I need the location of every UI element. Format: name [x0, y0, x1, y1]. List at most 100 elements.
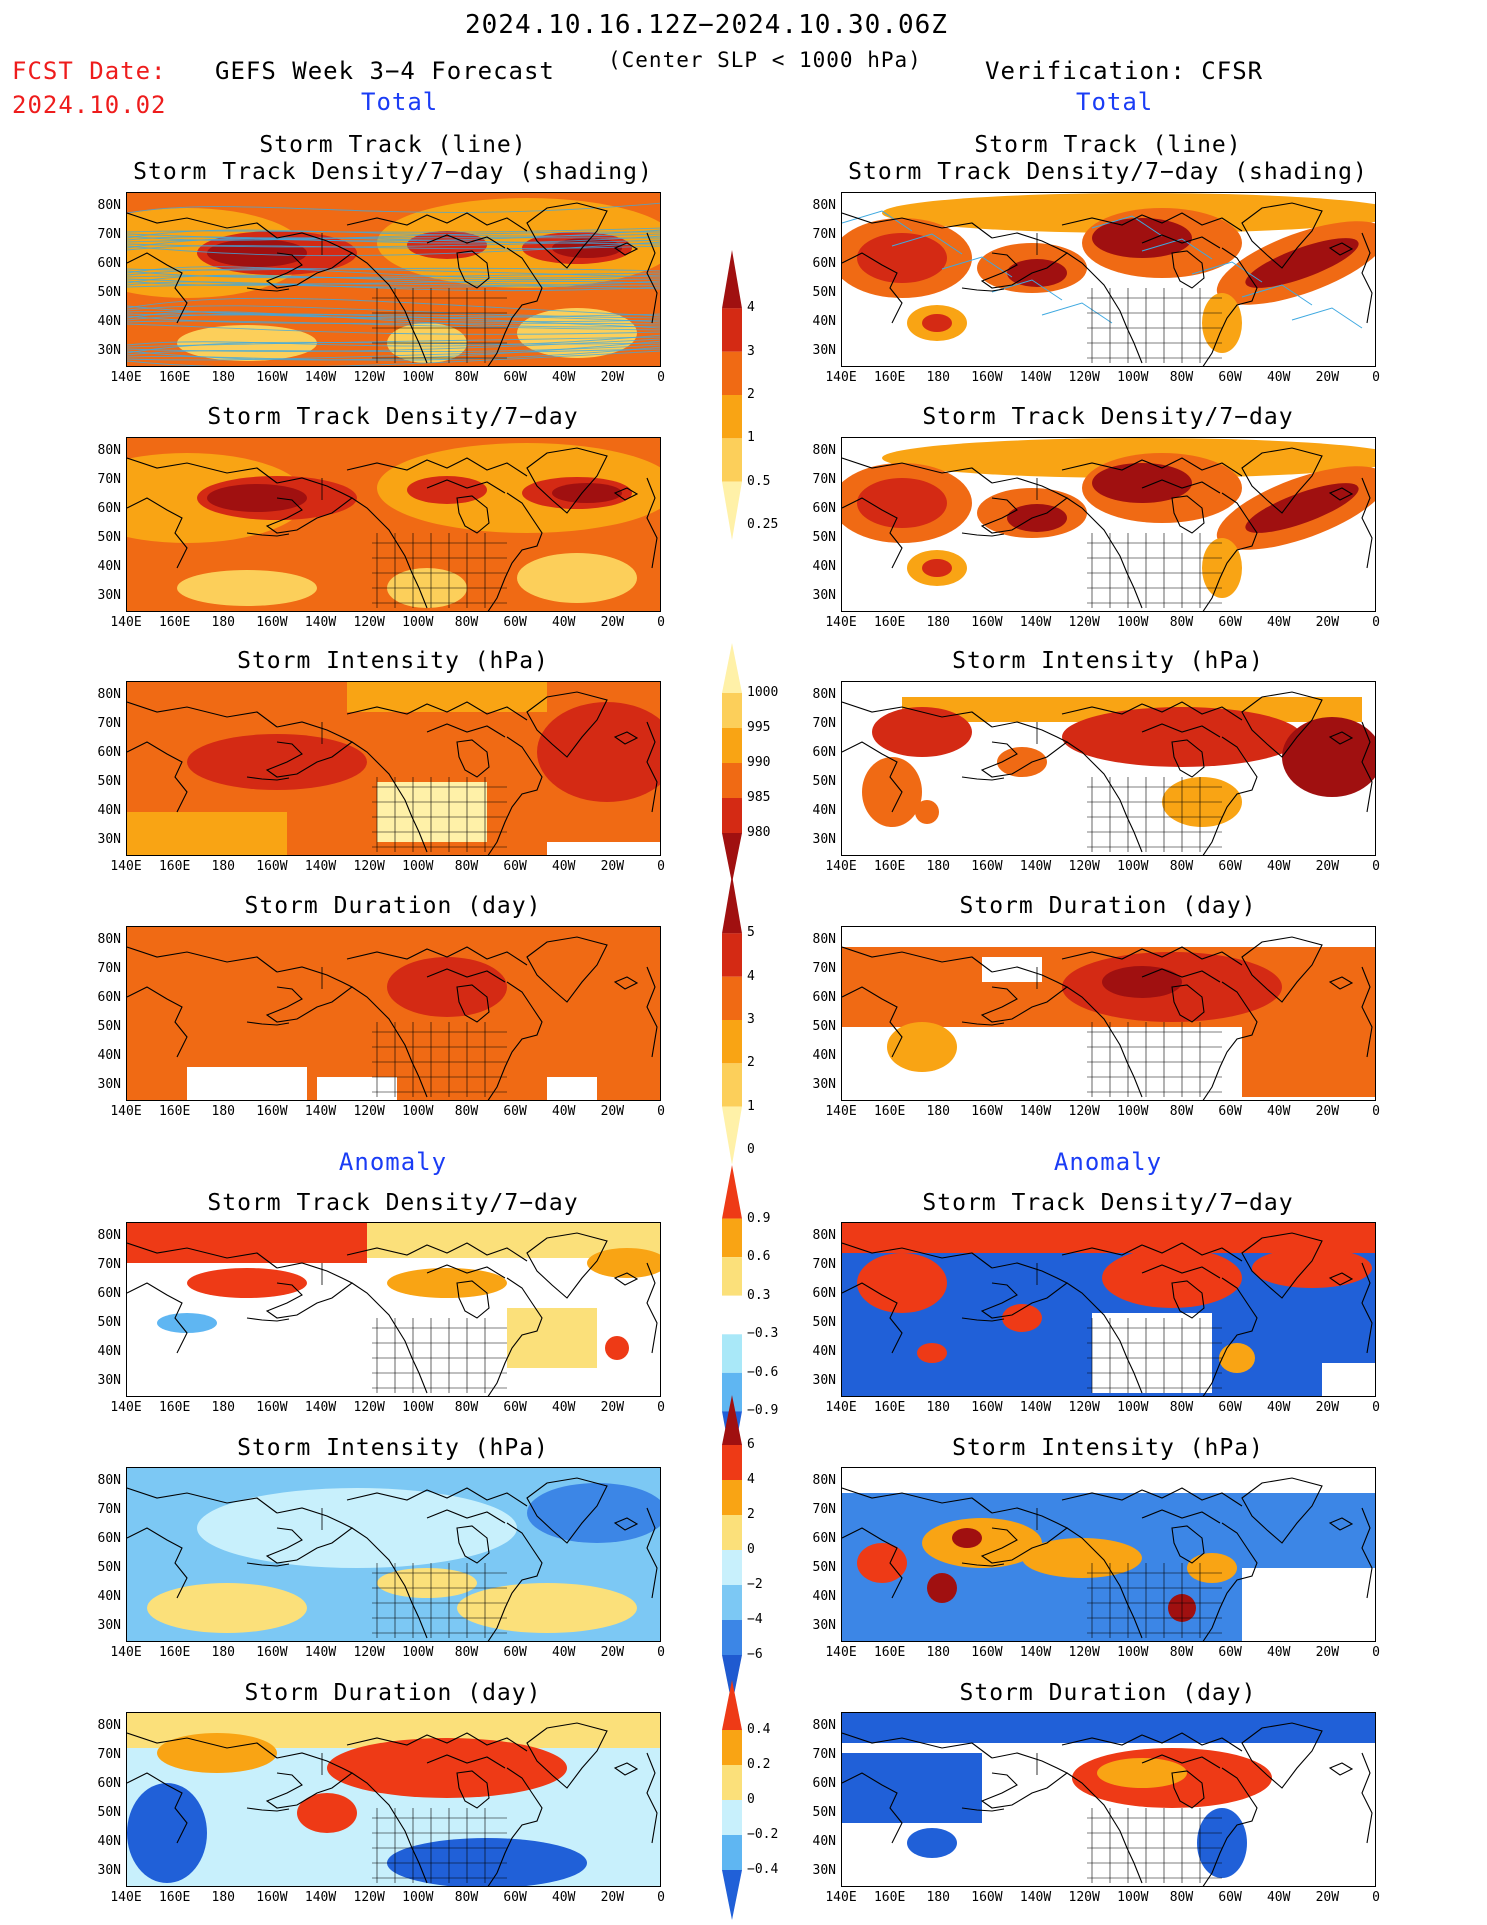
lon-label: 140E — [825, 615, 857, 630]
lon-label: 20W — [1315, 370, 1340, 385]
colorbar-swatch — [722, 728, 742, 763]
title-intensity-left: Storm Intensity (hPa) — [237, 648, 549, 674]
lat-label: 60N — [812, 1531, 836, 1546]
lon-label: 140W — [1019, 370, 1052, 385]
colorbar-swatch — [722, 1106, 742, 1165]
period-title: 2024.10.16.12Z−2024.10.30.06Z — [465, 10, 948, 40]
lat-label: 80N — [812, 198, 836, 213]
lon-label: 80W — [1169, 859, 1194, 874]
colorbar-label: 2 — [747, 1055, 755, 1071]
lon-label: 80W — [1169, 370, 1194, 385]
colorbar-density-total — [722, 250, 742, 540]
coastline — [1061, 212, 1243, 232]
coastline — [961, 287, 1005, 292]
coastline — [426, 234, 506, 249]
colorbar-swatch — [722, 1480, 742, 1515]
lon-label: 160E — [873, 370, 906, 385]
colorbar-label: −6 — [747, 1647, 763, 1662]
map-density-anomaly-verification — [841, 1222, 1376, 1397]
lon-label: 120W — [1068, 1104, 1100, 1119]
field-blob — [887, 1022, 957, 1072]
field-cell — [842, 1223, 1375, 1253]
coastline — [1141, 479, 1221, 494]
coastline — [1328, 487, 1354, 501]
coastline — [980, 477, 1069, 534]
coastline — [646, 966, 658, 1058]
field-blob — [147, 1583, 307, 1633]
coastline — [646, 1262, 658, 1354]
coastline — [526, 1722, 608, 1789]
colorbar-label: 0 — [747, 1542, 755, 1557]
field-cell — [377, 782, 487, 842]
lat-label: 40N — [812, 1344, 836, 1359]
title-track-line-left: Storm Track (line) — [259, 132, 527, 158]
lat-label: 50N — [97, 1805, 121, 1820]
lon-label: 140E — [110, 1890, 142, 1905]
lon-label: 160E — [873, 615, 906, 630]
total-left-label: Total — [361, 88, 439, 116]
coastline — [127, 457, 278, 484]
storm-track-line — [127, 350, 660, 366]
coastline — [1328, 1517, 1354, 1531]
field-cell — [127, 927, 660, 957]
lon-label: 80W — [1169, 615, 1194, 630]
colorbar-label: 4 — [747, 1472, 755, 1487]
coastline — [456, 495, 490, 534]
lat-label: 60N — [97, 1531, 121, 1546]
lat-label: 60N — [812, 256, 836, 271]
coastline — [1241, 447, 1323, 514]
lon-label: 120W — [1068, 1645, 1100, 1660]
coastline — [1361, 232, 1373, 324]
field-blob — [387, 1268, 507, 1298]
lon-label: 140E — [825, 1645, 857, 1660]
title-duration-anom-left: Storm Duration (day) — [244, 1680, 542, 1706]
colorbar-swatch — [722, 481, 742, 540]
map-field — [842, 438, 1375, 611]
lon-label: 0 — [1372, 1400, 1380, 1415]
lon-label: 20W — [600, 1890, 625, 1905]
field-cell — [982, 957, 1042, 982]
field-blob — [1245, 238, 1359, 288]
lat-label: 50N — [812, 530, 836, 545]
lon-label: 160W — [256, 370, 288, 385]
coastline — [246, 1021, 290, 1026]
lon-label: 40W — [1266, 370, 1291, 385]
map-field — [842, 193, 1375, 366]
coastline — [426, 968, 506, 983]
lon-label: 180 — [211, 615, 235, 630]
lat-label: 70N — [97, 227, 121, 242]
lon-label: 60W — [503, 859, 527, 874]
coastline — [346, 1242, 528, 1262]
coastline — [961, 532, 1005, 537]
lat-label: 80N — [812, 1718, 836, 1733]
colorbar-label: 0 — [747, 1142, 755, 1157]
storm-track-line — [127, 239, 660, 248]
lat-label: 60N — [812, 1776, 836, 1791]
title-density-anom-right: Storm Track Density/7−day — [922, 1190, 1294, 1216]
lon-label: 100W — [1117, 1890, 1149, 1905]
field-blob — [907, 1828, 957, 1858]
lon-label: 120W — [353, 1645, 385, 1660]
lon-label: 140E — [110, 1400, 142, 1415]
lat-label: 30N — [812, 588, 836, 603]
lat-label: 70N — [812, 716, 836, 731]
field-cell — [127, 812, 287, 855]
fcst-date: 2024.10.02 — [12, 91, 167, 119]
lon-label: 160W — [256, 1645, 288, 1660]
colorbar-label: 985 — [747, 790, 771, 805]
colorbar-swatch — [722, 763, 742, 798]
storm-track-line — [842, 210, 913, 232]
coastline — [842, 1527, 903, 1599]
map-intensity-verification — [841, 681, 1376, 856]
colorbar-label: 4 — [747, 300, 755, 316]
lon-label: 140W — [304, 370, 337, 385]
field-blob — [1245, 483, 1359, 533]
lon-label: 60W — [503, 370, 527, 385]
lon-label: 100W — [1117, 859, 1149, 874]
coastline — [346, 1732, 528, 1752]
lon-label: 160E — [158, 1104, 191, 1119]
colorbar-label: 1 — [747, 1098, 755, 1114]
storm-track-line — [127, 227, 660, 233]
coastline — [842, 946, 993, 973]
coastline — [980, 966, 1069, 1023]
